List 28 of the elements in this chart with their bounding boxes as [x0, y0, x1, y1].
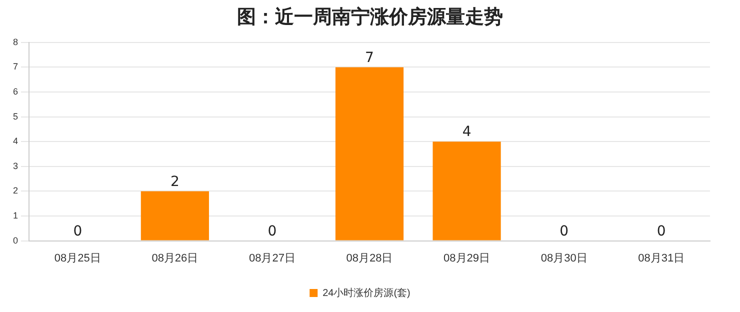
y-tick-label: 2 [12, 186, 18, 196]
y-tick-label: 1 [12, 210, 18, 220]
y-tick-label: 5 [12, 111, 18, 122]
x-tick-label: 08月30日 [540, 252, 588, 264]
y-tick-label: 8 [12, 36, 18, 47]
data-label: 2 [170, 174, 180, 190]
y-tick-label: 3 [12, 160, 18, 171]
bar [335, 67, 404, 240]
bar [140, 191, 209, 240]
y-tick-label: 4 [12, 136, 18, 146]
data-label: 0 [656, 223, 666, 240]
data-label: 7 [365, 50, 374, 66]
y-tick-label: 0 [12, 235, 18, 246]
data-label: 0 [73, 223, 82, 240]
x-tick-label: 08月28日 [346, 252, 393, 264]
x-tick-label: 08月26日 [152, 252, 198, 264]
chart-title: 图：近一周南宁涨价房源量走势 [236, 5, 504, 30]
x-tick-label: 08月25日 [54, 252, 101, 264]
bar [432, 142, 501, 240]
data-label: 0 [268, 223, 277, 240]
x-tick-label: 08月29日 [444, 252, 490, 264]
y-tick-label: 7 [12, 62, 18, 72]
data-label: 0 [560, 223, 569, 240]
y-tick-label: 6 [12, 86, 18, 96]
x-tick-label: 08月31日 [638, 252, 685, 264]
data-label: 4 [462, 124, 472, 140]
x-tick-label: 08月27日 [248, 252, 296, 264]
legend-label: 24小时涨价房源(套) [322, 286, 410, 299]
